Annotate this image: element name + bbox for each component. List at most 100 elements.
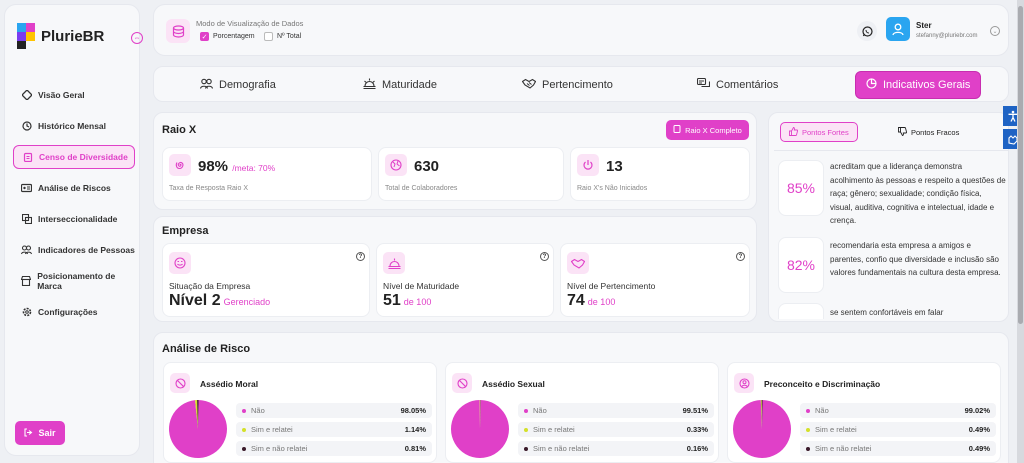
response-goal: /meta: 70% [232, 163, 276, 173]
strength-text: recomendaria esta empresa a amigos e par… [830, 241, 1001, 277]
pie-slice [760, 400, 762, 429]
empty-checkbox-icon [264, 32, 273, 41]
exit-button[interactable]: Sair [15, 421, 65, 445]
sidebar-item-label: Indicadores de Pessoas [38, 245, 135, 255]
brand-name: PlurieBR [41, 27, 105, 45]
strength-percent: 85% [778, 160, 824, 216]
situacao-value: Nível 2 Gerenciado [169, 292, 270, 310]
pie-slice [480, 400, 481, 429]
risk-pie-chart [169, 400, 227, 458]
tab-label: Pontos Fracos [911, 127, 960, 137]
tab-comentarios[interactable]: Comentários [696, 71, 778, 99]
user-email: stefanny@pluriebr.com [916, 33, 978, 39]
whatsapp-icon[interactable] [857, 21, 877, 41]
belonging-scale: de 100 [587, 297, 616, 307]
layers-icon [21, 214, 32, 225]
sidebar-item-label: Visão Geral [38, 90, 85, 100]
percent-checkbox[interactable]: ✓ Porcentagem [200, 32, 255, 41]
raio-x-title: Raio X [162, 124, 197, 136]
pie-slice [197, 400, 199, 429]
risk-card-title: Preconceito e Discriminação [764, 379, 881, 389]
metric-card-total: 630 Total de Colaboradores [378, 147, 564, 201]
belonging-score: 74 [567, 292, 585, 309]
legend-dot [242, 446, 246, 451]
metric-caption: Total de Colaboradores [385, 185, 458, 192]
metric-caption: Taxa de Resposta Raio X [169, 185, 248, 192]
risk-row: Não 98.05% [236, 403, 432, 418]
help-icon[interactable]: ? [736, 252, 745, 261]
tab-indicativos-gerais[interactable]: Indicativos Gerais [855, 71, 982, 99]
gear-icon [21, 307, 32, 318]
sidebar-item-label: Configurações [38, 307, 98, 317]
risk-row-value: 0.81% [404, 444, 426, 453]
sidebar-item-label: Interseccionalidade [38, 214, 118, 224]
risk-card-assedio-moral: Assédio Moral Não 98.05% Sim e relatei 1.1… [163, 362, 437, 463]
legend-dot [524, 446, 528, 451]
risk-row-label: Sim e relatei [251, 425, 293, 434]
chevron-down-icon[interactable]: ⌄ [990, 26, 1000, 36]
sidebar-item-posicionamento[interactable]: Posicionamento de Marca [13, 269, 135, 293]
sidebar-item-historico[interactable]: Histórico Mensal [13, 114, 135, 138]
sidebar-item-visao-geral[interactable]: Visão Geral [13, 83, 135, 107]
forbidden-icon [452, 373, 472, 393]
strength-percent [778, 303, 824, 319]
maturity-score: 51 [383, 292, 401, 309]
scrollbar[interactable] [1017, 0, 1024, 463]
sidebar-item-configuracoes[interactable]: Configurações [13, 300, 135, 324]
risk-row-label: Sim e relatei [533, 425, 575, 434]
pie-slice [761, 400, 763, 429]
store-icon [21, 276, 32, 287]
not-started-value: 13 [606, 158, 623, 175]
risk-card-preconceito: Preconceito e Discriminação Não 99.02% Si… [727, 362, 1001, 463]
total-checkbox[interactable]: Nº Total [264, 32, 301, 41]
sidebar-item-interseccionalidade[interactable]: Interseccionalidade [13, 207, 135, 231]
situacao-label: Situação da Empresa [169, 281, 251, 291]
thumbs-up-icon [789, 126, 799, 138]
tab-pertencimento[interactable]: Pertencimento [521, 71, 613, 99]
clipboard-icon [673, 125, 681, 135]
risk-row-label: Não [815, 406, 829, 415]
raio-x-complete-button[interactable]: Raio X Completo [666, 120, 749, 140]
strength-text: se sentem confortáveis em falar [830, 308, 944, 317]
risk-row-value: 0.49% [968, 425, 990, 434]
scrollbar-thumb[interactable] [1018, 6, 1023, 324]
tab-demografia[interactable]: Demografia [199, 71, 276, 99]
risk-row-value: 0.16% [686, 444, 708, 453]
avatar[interactable] [886, 17, 910, 41]
pie-slice [451, 400, 509, 458]
pie-slice [169, 400, 227, 458]
sidebar-item-indicadores[interactable]: Indicadores de Pessoas [13, 238, 135, 262]
chat-icon [696, 77, 711, 92]
sidebar-item-censo[interactable]: Censo de Diversidade [13, 145, 135, 169]
sidebar-item-analise-riscos[interactable]: Análise de Riscos [13, 176, 135, 200]
risk-row-label: Não [533, 406, 547, 415]
metric-caption: Raio X's Não Iniciados [577, 185, 648, 192]
tab-label: Indicativos Gerais [883, 79, 971, 91]
top-bar: Modo de Visualização de Dados ✓ Porcenta… [153, 4, 1009, 56]
raio-x-complete-label: Raio X Completo [685, 125, 742, 135]
level-name: Gerenciado [223, 297, 271, 307]
response-rate-value: 98% [198, 158, 229, 175]
risk-row-label: Sim e não relatei [815, 444, 872, 453]
tab-pontos-fracos[interactable]: Pontos Fracos [890, 122, 967, 142]
tab-maturidade[interactable]: Maturidade [363, 71, 437, 99]
sidebar-item-label: Histórico Mensal [38, 121, 107, 131]
exit-label: Sair [38, 428, 56, 438]
help-icon[interactable]: ? [356, 252, 365, 261]
risk-row-label: Sim e relatei [815, 425, 857, 434]
tab-label: Maturidade [382, 79, 438, 91]
collapse-sidebar-icon[interactable]: ⇔ [131, 32, 143, 44]
pertencimento-label: Nível de Pertencimento [567, 281, 656, 291]
risk-card-title: Assédio Sexual [482, 379, 545, 389]
risk-row-value: 0.33% [686, 425, 708, 434]
people-icon [199, 78, 214, 92]
brand-logo[interactable]: PlurieBR [17, 23, 104, 49]
tab-pontos-fortes[interactable]: Pontos Fortes [780, 122, 858, 142]
risk-row-label: Não [251, 406, 265, 415]
checkmark-icon: ✓ [200, 32, 209, 41]
sidebar-item-label: Posicionamento de Marca [37, 271, 116, 291]
legend-dot [806, 446, 810, 451]
legend-dot [242, 427, 246, 432]
sidebar-item-label: Análise de Riscos [38, 183, 111, 193]
help-icon[interactable]: ? [540, 252, 549, 261]
